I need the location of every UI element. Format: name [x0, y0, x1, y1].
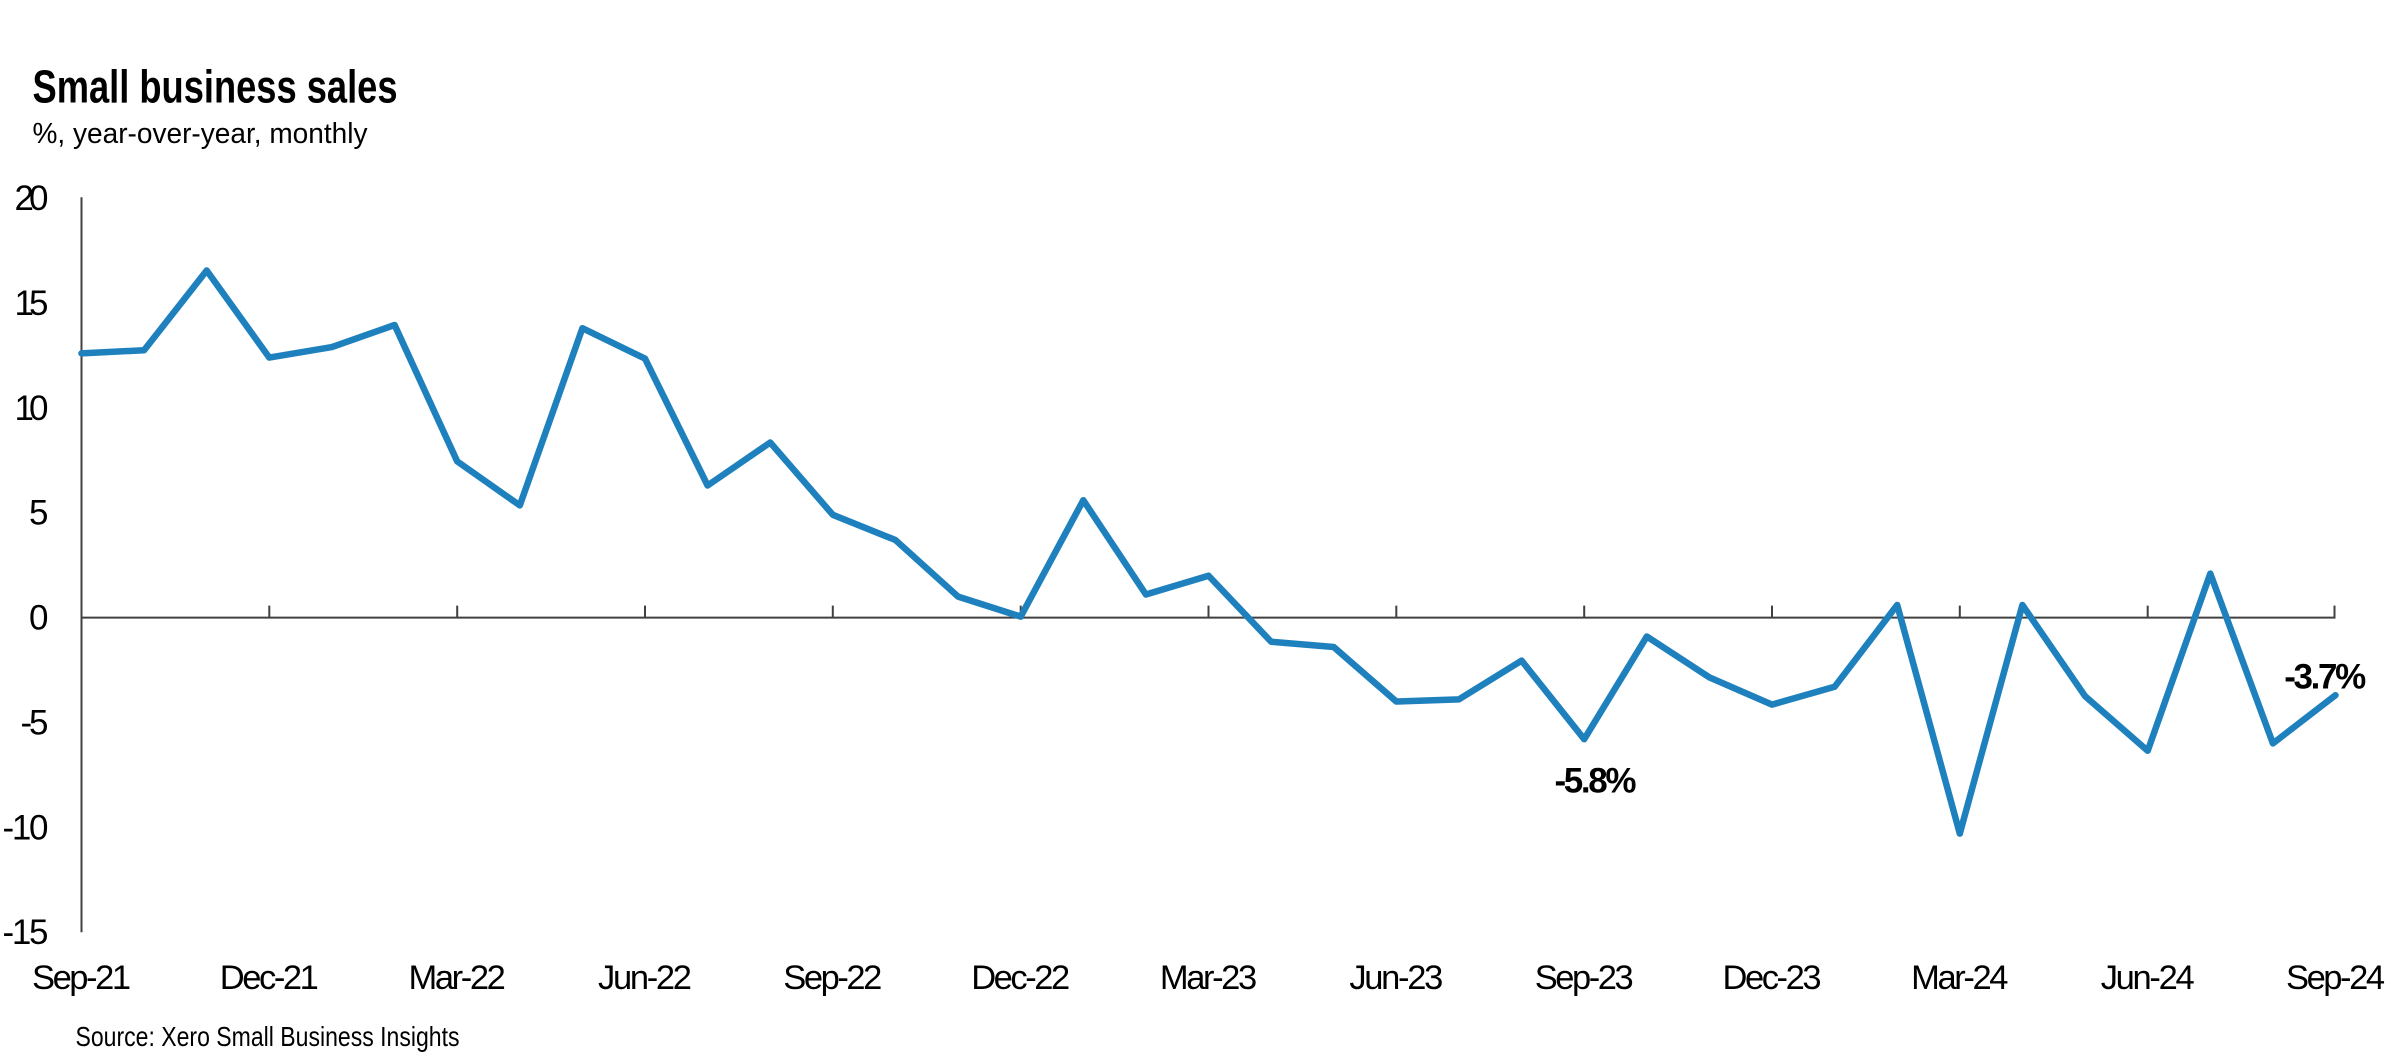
svg-text:Mar-24: Mar-24	[1911, 959, 2008, 997]
svg-text:Sep-23: Sep-23	[1535, 959, 1634, 997]
svg-text:20: 20	[15, 179, 49, 218]
svg-text:Dec-23: Dec-23	[1723, 959, 1822, 997]
svg-text:Dec-21: Dec-21	[220, 959, 319, 997]
svg-text:Sep-24: Sep-24	[2286, 959, 2385, 997]
svg-text:15: 15	[15, 284, 49, 323]
svg-text:-15: -15	[3, 913, 49, 952]
svg-text:Mar-22: Mar-22	[409, 959, 506, 997]
svg-text:-5.8%: -5.8%	[1555, 762, 1637, 801]
svg-text:%, year-over-year, monthly: %, year-over-year, monthly	[33, 118, 368, 150]
svg-text:0: 0	[29, 599, 48, 638]
svg-text:Small business sales: Small business sales	[33, 60, 398, 112]
svg-text:-3.7%: -3.7%	[2284, 657, 2366, 696]
svg-text:10: 10	[15, 389, 49, 428]
svg-text:Jun-23: Jun-23	[1349, 959, 1443, 997]
svg-text:Mar-23: Mar-23	[1160, 959, 1257, 997]
svg-text:Jun-24: Jun-24	[2101, 959, 2195, 997]
svg-text:Sep-21: Sep-21	[32, 959, 131, 997]
svg-text:-10: -10	[3, 808, 49, 847]
svg-text:Dec-22: Dec-22	[971, 959, 1070, 997]
svg-text:Source: Xero Small Business In: Source: Xero Small Business Insights	[76, 1021, 460, 1052]
svg-text:Sep-22: Sep-22	[783, 959, 882, 997]
svg-text:-5: -5	[21, 704, 49, 743]
svg-text:Jun-22: Jun-22	[598, 959, 692, 997]
svg-text:5: 5	[29, 494, 48, 533]
